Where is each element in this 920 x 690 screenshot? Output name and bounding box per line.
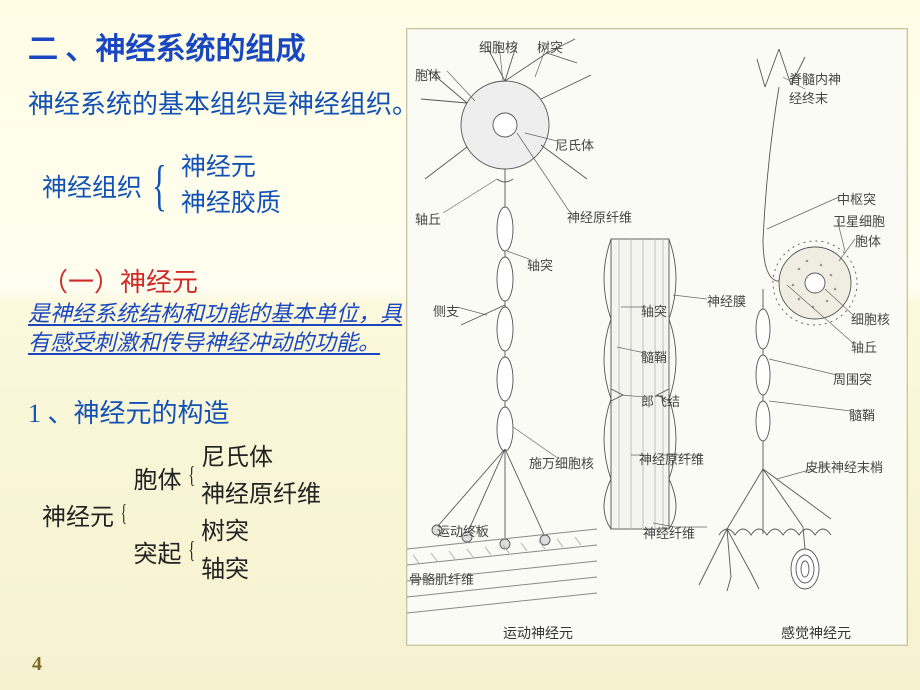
figure-label: 施万细胞核 [529, 453, 594, 472]
figure-label: 神经纤维 [643, 523, 695, 542]
definition-text: 是神经系统结构和功能的基本单位，具有感受刺激和传导神经冲动的功能。 [28, 300, 408, 357]
figure-label: 脊髓内神经终末 [789, 69, 841, 107]
nest-leaf: 神经原纤维 [199, 477, 323, 514]
figure-label: 尼氏体 [555, 135, 594, 154]
figure-label: 树突 [537, 37, 563, 56]
section-title: 二 、神经系统的组成 [28, 24, 306, 68]
figure-label: 郎飞结 [641, 391, 680, 410]
group-1-item: 神经胶质 [181, 186, 281, 222]
figure-label: 轴丘 [851, 337, 877, 356]
subsection-title: （一）神经元 [42, 262, 198, 299]
nest-leaf: 尼氏体 [199, 440, 323, 477]
group-1-label: 神经组织 [42, 168, 142, 204]
slide: 二 、神经系统的组成 神经系统的基本组织是神经组织。 神经组织 { 神经元 神经… [0, 0, 920, 690]
figure-label: 神经原纤维 [639, 449, 704, 468]
figure-label: 中枢突 [837, 189, 876, 208]
nest-leaf: 轴突 [199, 552, 323, 589]
figure-label: 周围突 [833, 369, 872, 388]
nested-structure: 神经元 { 胞体 { 尼氏体 神经原纤维 突起 { 树突 轴突 [40, 440, 323, 589]
figure-label: 侧支 [433, 301, 459, 320]
group-1-item: 神经元 [181, 150, 281, 186]
nest-table: 神经元 { 胞体 { 尼氏体 神经原纤维 突起 { 树突 轴突 [40, 440, 323, 589]
figure-label: 运动终板 [437, 521, 489, 540]
figure-label: 卫星细胞 [833, 211, 885, 230]
figure-label: 胞体 [855, 231, 881, 250]
nest-root: 神经元 [40, 440, 116, 589]
brace-icon: { [152, 161, 167, 211]
page-number: 4 [32, 653, 42, 676]
figure-label: 骨骼肌纤维 [409, 569, 474, 588]
figure-label: 轴突 [641, 301, 667, 320]
numbered-title: 1 、神经元的构造 [28, 393, 230, 430]
nest-branch: 突起 [132, 514, 184, 588]
brace-icon: { [187, 514, 196, 588]
figure-label: 髓鞘 [641, 347, 667, 366]
figure-label: 细胞核 [479, 37, 518, 56]
figure-label: 神经膜 [707, 291, 746, 310]
nest-leaf: 树突 [199, 514, 323, 551]
nest-branch: 胞体 [132, 440, 184, 514]
brace-icon: { [187, 440, 196, 514]
group-1: 神经组织 { 神经元 神经胶质 [42, 150, 281, 223]
group-1-items: 神经元 神经胶质 [181, 150, 281, 223]
figure-label: 细胞核 [851, 309, 890, 328]
figure-label: 神经原纤维 [567, 207, 632, 226]
neuron-figure: 胞体细胞核树突尼氏体轴丘神经原纤维轴突侧支施万细胞核运动终板骨骼肌纤维轴突髓鞘郎… [406, 28, 908, 646]
figure-label: 胞体 [415, 65, 441, 84]
figure-label: 轴突 [527, 255, 553, 274]
figure-label: 髓鞘 [849, 405, 875, 424]
brace-icon: { [119, 440, 128, 589]
neuron-svg [407, 29, 907, 645]
intro-line: 神经系统的基本组织是神经组织。 [28, 84, 418, 121]
figure-caption: 运动神经元 [503, 623, 573, 643]
figure-label: 轴丘 [415, 209, 441, 228]
figure-label: 皮肤神经末梢 [805, 457, 883, 476]
figure-caption: 感觉神经元 [781, 623, 851, 643]
